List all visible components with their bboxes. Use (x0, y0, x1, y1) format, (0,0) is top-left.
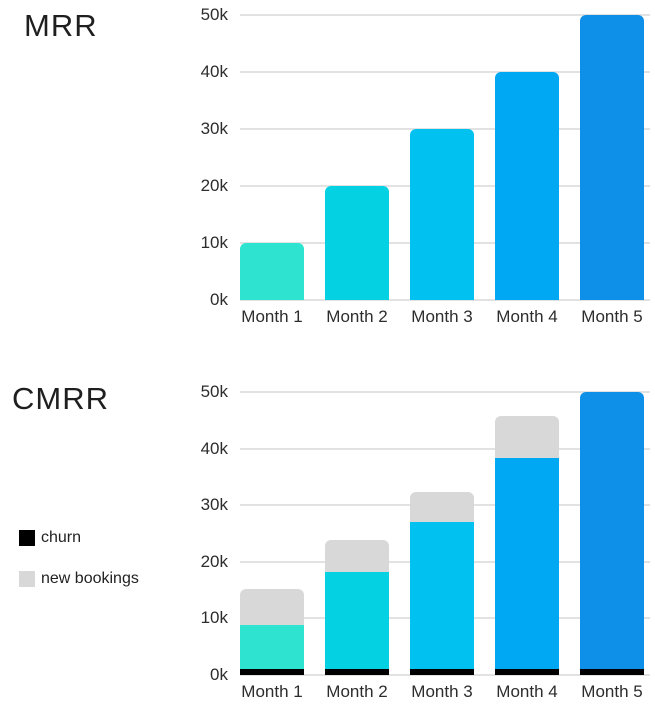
cmrr-x-label-2: Month 2 (326, 682, 388, 701)
churn-swatch (19, 530, 35, 546)
cmrr-segment-mrr-month-4 (495, 457, 559, 670)
legend-label-churn: churn (41, 529, 82, 546)
cmrr-y-tick-20k: 20k (200, 551, 228, 571)
cmrr-y-tick-50k: 50k (200, 382, 228, 401)
mrr-y-tick-0k: 0k (210, 290, 228, 309)
cmrr-gridline-40k (240, 447, 650, 450)
cmrr-segment-churn-month-5 (580, 669, 644, 675)
mrr-y-tick-40k: 40k (200, 62, 228, 81)
cmrr-gridline-50k (240, 391, 650, 393)
legend-item-churn: churn (19, 529, 81, 547)
cmrr-x-label-1: Month 1 (241, 682, 303, 701)
cmrr-x-label-3: Month 3 (411, 682, 473, 701)
mrr-bar-month-2 (325, 186, 389, 300)
cmrr-segment-mrr-month-3 (410, 522, 474, 670)
cmrr-segment-churn-month-4 (495, 669, 559, 675)
cmrr-segment-churn-month-1 (240, 669, 304, 675)
cmrr-segment-mrr-month-5 (580, 392, 644, 670)
mrr-x-label-3: Month 3 (411, 307, 473, 326)
cmrr-segment-churn-month-2 (325, 669, 389, 675)
cmrr-y-tick-0k: 0k (210, 665, 228, 684)
cmrr-segment-new-bookings-month-1 (240, 588, 304, 626)
cmrr-chart-title: CMRR (12, 381, 109, 416)
mrr-gridline-40k (240, 71, 650, 73)
mrr-x-label-5: Month 5 (581, 307, 643, 326)
cmrr-segment-churn-month-3 (410, 669, 474, 675)
mrr-x-label-4: Month 4 (496, 307, 558, 326)
cmrr-gridline-0k (240, 674, 650, 676)
cmrr-segment-mrr-month-2 (325, 571, 389, 670)
mrr-y-tick-50k: 50k (200, 5, 228, 24)
cmrr-y-tick-30k: 30k (200, 495, 228, 515)
mrr-bar-month-1 (240, 243, 304, 300)
legend-item-new-bookings: new bookings (19, 570, 139, 588)
cmrr-y-tick-40k: 40k (200, 438, 228, 458)
mrr-x-label-2: Month 2 (326, 307, 388, 326)
mrr-x-label-1: Month 1 (241, 307, 303, 326)
cmrr-segment-new-bookings-month-2 (325, 539, 389, 572)
mrr-gridline-0k (240, 299, 650, 301)
mrr-bar-month-4 (495, 72, 559, 300)
cmrr-x-label-4: Month 4 (496, 682, 558, 701)
mrr-chart-title: MRR (24, 8, 98, 43)
cmrr-segment-new-bookings-month-3 (410, 491, 474, 523)
cmrr-x-label-5: Month 5 (581, 682, 643, 701)
mrr-gridline-50k (240, 14, 650, 16)
legend-label-new-bookings: new bookings (41, 570, 139, 587)
new-bookings-swatch (19, 571, 35, 587)
cmrr-segment-new-bookings-month-4 (495, 416, 559, 458)
mrr-bar-month-3 (410, 129, 474, 300)
mrr-y-tick-30k: 30k (200, 119, 228, 138)
mrr-bar-month-5 (580, 15, 644, 300)
cmrr-segment-mrr-month-1 (240, 625, 304, 670)
mrr-y-tick-20k: 20k (200, 176, 228, 195)
cmrr-y-tick-10k: 10k (200, 608, 228, 628)
mrr-y-tick-10k: 10k (200, 233, 228, 252)
